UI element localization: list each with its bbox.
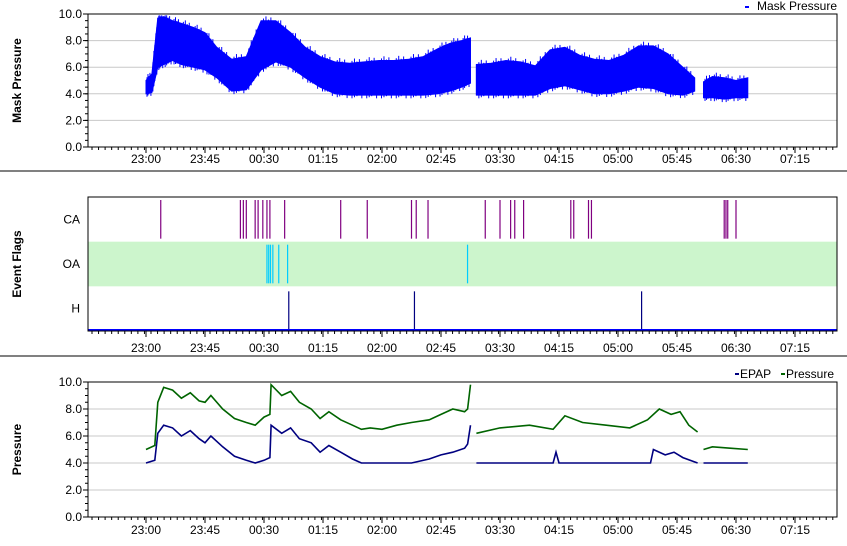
x-tick-label: 05:45 xyxy=(662,152,692,165)
y-axis-label: Mask Pressure xyxy=(10,38,24,123)
y-axis-label: Pressure xyxy=(10,423,24,475)
event-row-label: H xyxy=(71,302,80,316)
x-tick-label: 04:15 xyxy=(544,341,574,355)
y-tick-label: 4.0 xyxy=(65,87,82,101)
x-tick-label: 05:45 xyxy=(662,341,692,355)
x-tick-label: 02:00 xyxy=(367,152,397,165)
x-tick-label: 00:30 xyxy=(249,523,279,537)
pressure-line xyxy=(476,408,699,435)
x-tick-label: 23:45 xyxy=(190,523,220,537)
oa-band xyxy=(88,241,837,287)
event-flags-panel: CA OA H 23:00 23:45 00:30 01:15 02:00 02:45 03:30… xyxy=(0,180,847,355)
x-tick-label: 01:15 xyxy=(308,341,338,355)
plot-border xyxy=(87,381,838,518)
y-tick-label: 6.0 xyxy=(65,429,82,443)
y-tick-label: 0.0 xyxy=(65,510,82,524)
x-tick-label: 01:15 xyxy=(308,152,338,165)
pressure-chart: 10.0 8.0 6.0 4.0 2.0 0.0 23:00 23:45 00:30 01:15 0… xyxy=(10,367,838,537)
y-tick-label: 2.0 xyxy=(65,483,82,497)
y-tick-label: 0.0 xyxy=(65,140,82,154)
x-tick-label: 03:30 xyxy=(485,523,515,537)
x-tick-label: 06:30 xyxy=(721,523,751,537)
y-tick-label: 8.0 xyxy=(65,402,82,416)
panel-separator xyxy=(0,355,847,357)
x-tick-label: 04:15 xyxy=(544,152,574,165)
x-tick-label: 05:00 xyxy=(603,523,633,537)
x-tick-label: 03:30 xyxy=(485,341,515,355)
x-tick-label: 02:45 xyxy=(426,341,456,355)
mask-pressure-band xyxy=(703,75,749,100)
pressure-panel: 10.0 8.0 6.0 4.0 2.0 0.0 23:00 23:45 00:30 01:15 0… xyxy=(0,362,847,546)
x-tick-label: 03:30 xyxy=(485,152,515,165)
y-tick-label: 2.0 xyxy=(65,113,82,127)
event-row-label: CA xyxy=(63,212,80,226)
x-tick-label: 07:15 xyxy=(780,523,810,537)
x-tick-label: 00:30 xyxy=(249,152,279,165)
x-tick-label: 02:00 xyxy=(367,341,397,355)
pressure-line xyxy=(703,445,748,451)
panel-separator xyxy=(0,170,847,172)
x-tick-label: 01:15 xyxy=(308,523,338,537)
event-flags-chart: CA OA H 23:00 23:45 00:30 01:15 02:00 02:45 03:30… xyxy=(10,196,838,355)
x-tick-label: 02:00 xyxy=(367,523,397,537)
x-tick-label: 23:45 xyxy=(190,152,220,165)
x-tick-label: 06:30 xyxy=(721,341,751,355)
y-tick-label: 8.0 xyxy=(65,34,82,48)
x-tick-label: 07:15 xyxy=(780,152,810,165)
legend-label: Pressure xyxy=(786,367,834,381)
plot-border xyxy=(87,13,838,148)
x-tick-label: 02:45 xyxy=(426,152,456,165)
y-tick-label: 6.0 xyxy=(65,60,82,74)
legend-label: Mask Pressure xyxy=(757,0,837,13)
x-tick-label: 07:15 xyxy=(780,341,810,355)
x-tick-label: 05:00 xyxy=(603,152,633,165)
y-tick-label: 4.0 xyxy=(65,456,82,470)
plot-border xyxy=(87,196,838,332)
x-tick-label: 23:00 xyxy=(131,523,161,537)
x-tick-label: 02:45 xyxy=(426,523,456,537)
x-tick-label: 23:00 xyxy=(131,341,161,355)
legend-label: EPAP xyxy=(740,367,771,381)
x-tick-label: 05:00 xyxy=(603,341,633,355)
epap-line xyxy=(476,448,698,464)
mask-pressure-panel: 10.0 8.0 6.0 4.0 2.0 0.0 23:00 23:45 00:30 01:15 0… xyxy=(0,0,847,165)
y-tick-label: 10.0 xyxy=(59,375,83,389)
epap-line xyxy=(145,423,472,464)
y-tick-label: 10.0 xyxy=(59,7,83,21)
pressure-line xyxy=(145,382,472,451)
x-tick-label: 00:30 xyxy=(249,341,279,355)
x-tick-label: 23:45 xyxy=(190,341,220,355)
x-tick-label: 04:15 xyxy=(544,523,574,537)
event-row-label: OA xyxy=(63,257,80,271)
x-tick-label: 05:45 xyxy=(662,523,692,537)
y-axis-label: Event Flags xyxy=(10,230,24,298)
mask-pressure-chart: 10.0 8.0 6.0 4.0 2.0 0.0 23:00 23:45 00:30 01:15 0… xyxy=(10,0,838,165)
x-tick-label: 06:30 xyxy=(721,152,751,165)
x-tick-label: 23:00 xyxy=(131,152,161,165)
